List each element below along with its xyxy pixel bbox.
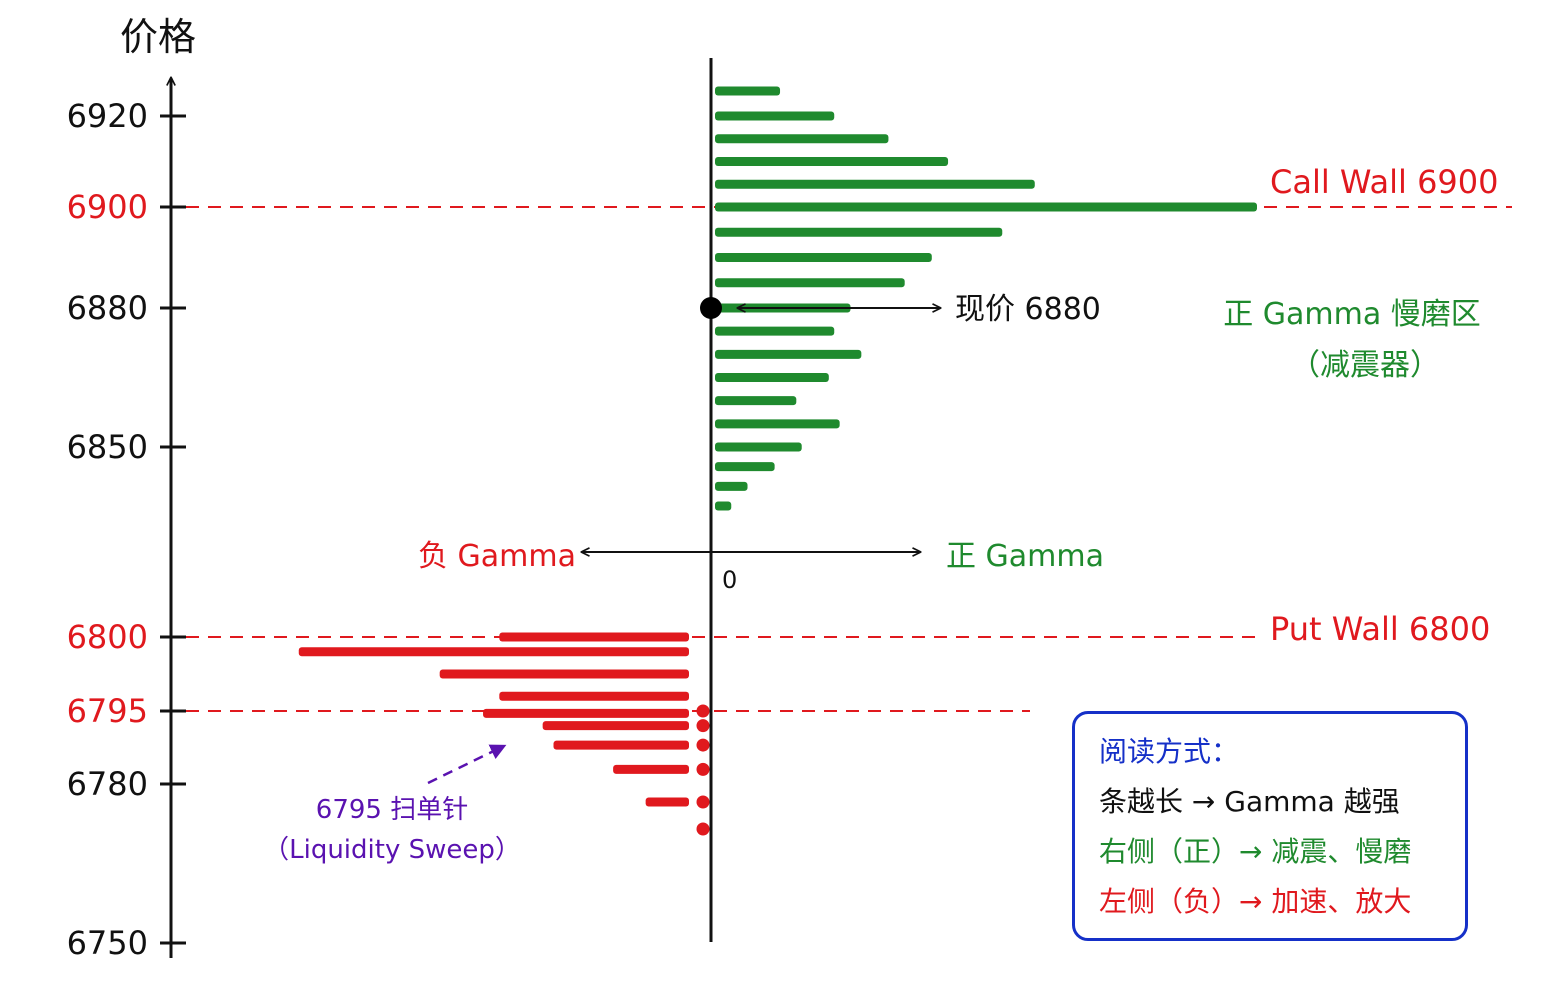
pin-dot bbox=[696, 822, 710, 836]
legend-line-2: 右侧（正）→ 减震、慢磨 bbox=[1099, 835, 1412, 868]
put-wall-label: Put Wall 6800 bbox=[1270, 610, 1490, 648]
legend-line-1: 条越长 → Gamma 越强 bbox=[1099, 785, 1400, 818]
zero-label: 0 bbox=[722, 566, 737, 594]
sweep-arrow bbox=[427, 744, 507, 785]
current-price-marker bbox=[700, 297, 722, 319]
positive-gamma-bar bbox=[715, 111, 835, 121]
negative-gamma-bar bbox=[298, 647, 689, 657]
pin-dot bbox=[696, 719, 710, 733]
positive-gamma-bar bbox=[715, 326, 835, 336]
legend-box: 阅读方式： 条越长 → Gamma 越强 右侧（正）→ 减震、慢磨 左侧（负）→… bbox=[1072, 711, 1468, 941]
positive-gamma-bar bbox=[715, 202, 1257, 212]
y-tick-label: 6880 bbox=[67, 289, 148, 327]
positive-gamma-bar bbox=[715, 373, 829, 382]
positive-gamma-bar bbox=[715, 179, 1035, 189]
direction-left-label: 负 Gamma bbox=[418, 539, 576, 574]
negative-gamma-bar bbox=[483, 708, 689, 718]
positive-gamma-bar bbox=[715, 481, 748, 491]
pin-dots bbox=[696, 704, 710, 836]
legend-line-3: 左侧（负）→ 加速、放大 bbox=[1099, 885, 1412, 918]
positive-gamma-bars bbox=[715, 86, 1257, 511]
negative-gamma-bar bbox=[499, 632, 689, 642]
sweep-label-line1: 6795 扫单针 bbox=[316, 795, 468, 825]
pin-dot bbox=[696, 795, 710, 809]
positive-gamma-bar bbox=[715, 396, 797, 406]
y-tick-label: 6795 bbox=[67, 692, 148, 730]
negative-gamma-bar bbox=[439, 669, 689, 679]
y-axis-label: 价格 bbox=[120, 15, 196, 59]
y-tick-label: 6850 bbox=[67, 428, 148, 466]
call-wall-label: Call Wall 6900 bbox=[1270, 163, 1499, 201]
positive-gamma-bar bbox=[715, 157, 949, 166]
positive-gamma-bar bbox=[715, 442, 802, 452]
negative-gamma-bar bbox=[645, 797, 689, 807]
y-tick-label: 6920 bbox=[67, 97, 148, 135]
positive-gamma-bar bbox=[715, 86, 781, 96]
negative-gamma-bar bbox=[553, 740, 689, 750]
zone-label-line1: 正 Gamma 慢磨区 bbox=[1223, 297, 1481, 332]
positive-gamma-bar bbox=[715, 501, 732, 511]
negative-gamma-bar bbox=[542, 721, 689, 731]
y-tick-label: 6900 bbox=[67, 188, 148, 226]
y-tick-label: 6750 bbox=[67, 924, 148, 962]
positive-gamma-bar bbox=[715, 253, 932, 262]
pin-dot bbox=[696, 762, 710, 776]
positive-gamma-bar bbox=[715, 278, 905, 288]
negative-gamma-bars bbox=[298, 632, 689, 807]
positive-gamma-bar bbox=[715, 134, 889, 144]
positive-gamma-bar bbox=[715, 462, 775, 472]
negative-gamma-bar bbox=[613, 764, 689, 774]
positive-gamma-bar bbox=[715, 419, 840, 429]
positive-gamma-bar bbox=[715, 349, 862, 359]
zone-label-line2: （减震器） bbox=[1290, 348, 1440, 383]
sweep-label-line2: （Liquidity Sweep） bbox=[263, 835, 521, 865]
pin-dot bbox=[696, 704, 710, 718]
y-ticks: 6920 6900 6880 6850 6800 6795 6780 6750 bbox=[67, 97, 186, 962]
direction-right-label: 正 Gamma bbox=[946, 539, 1104, 574]
current-price-label: 现价 6880 bbox=[955, 292, 1101, 327]
y-tick-label: 6800 bbox=[67, 618, 148, 656]
pin-dot bbox=[696, 738, 710, 752]
legend-title: 阅读方式： bbox=[1099, 735, 1240, 768]
positive-gamma-bar bbox=[715, 227, 1003, 237]
y-tick-label: 6780 bbox=[67, 765, 148, 803]
negative-gamma-bar bbox=[499, 691, 689, 701]
